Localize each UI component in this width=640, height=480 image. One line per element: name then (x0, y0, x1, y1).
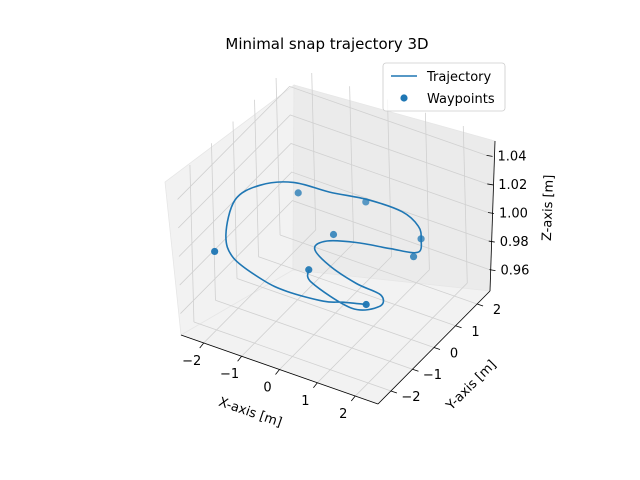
z-tick (487, 183, 494, 186)
x-tick-label: −2 (182, 354, 201, 369)
x-tick (237, 355, 242, 362)
waypoint-marker (294, 189, 302, 197)
z-tick-label: 0.96 (500, 264, 529, 279)
legend-label-trajectory: Trajectory (426, 70, 491, 85)
y-tick-label: −1 (423, 368, 442, 383)
y-tick (412, 368, 419, 372)
x-tick (350, 395, 356, 402)
waypoint-marker (211, 247, 219, 256)
gridline-z (179, 171, 489, 286)
z-tick-label: 1.04 (498, 149, 527, 164)
z-tick (488, 240, 495, 243)
y-tick (433, 347, 441, 350)
waypoint-marker (329, 230, 338, 239)
series-layer (211, 181, 425, 311)
gridline-y-floor (193, 321, 392, 392)
waypoint-marker (362, 198, 370, 206)
y-tick-label: −2 (401, 390, 420, 405)
waypoint-marker (305, 266, 313, 274)
trajectory-line (225, 181, 423, 311)
gridline-z (180, 200, 490, 314)
y-tick-label: 2 (493, 303, 501, 318)
legend-marker-swatch (400, 94, 408, 102)
x-tick-label: 0 (263, 381, 271, 396)
gridline-z (177, 114, 488, 229)
x-tick-label: 2 (339, 407, 347, 422)
legend-label-waypoints: Waypoints (427, 92, 495, 107)
panes (164, 84, 496, 405)
gridline-y-floor (215, 299, 413, 370)
x-tick-label: −1 (220, 367, 239, 382)
gridline-z (178, 143, 489, 257)
gridline-y-floor (236, 278, 435, 348)
gridline-y-floor (258, 256, 456, 327)
x-tick (313, 382, 318, 389)
z-tick (489, 269, 496, 271)
y-tick (476, 303, 484, 307)
y-tick (455, 325, 462, 329)
x-tick-label: 1 (301, 394, 309, 409)
gridline-y-floor (279, 234, 478, 305)
waypoint-marker (409, 253, 418, 261)
waypoint-marker (362, 300, 370, 309)
z-tick-label: 0.98 (500, 235, 529, 250)
x-tick (199, 342, 205, 349)
legend: Trajectory Waypoints (382, 62, 506, 112)
x-tick (275, 369, 280, 375)
z-axis-label: Z-axis [m] (540, 174, 557, 241)
y-axis-label: Y-axis [m] (443, 358, 500, 415)
gridline-z (177, 85, 487, 200)
x-axis-label: X-axis [m] (217, 395, 284, 431)
waypoint-marker (417, 235, 425, 243)
y-tick (390, 390, 398, 394)
y-tick-label: 0 (450, 347, 458, 362)
y-tick-label: 1 (471, 325, 479, 340)
z-tick (486, 155, 493, 157)
z-tick-label: 1.00 (499, 207, 528, 222)
z-axis-line (489, 140, 496, 292)
chart-title: Minimal snap trajectory 3D (225, 35, 428, 53)
z-tick-label: 1.02 (498, 178, 527, 193)
legend-box (382, 62, 506, 112)
grid-lines (177, 72, 490, 397)
z-tick (487, 212, 495, 214)
